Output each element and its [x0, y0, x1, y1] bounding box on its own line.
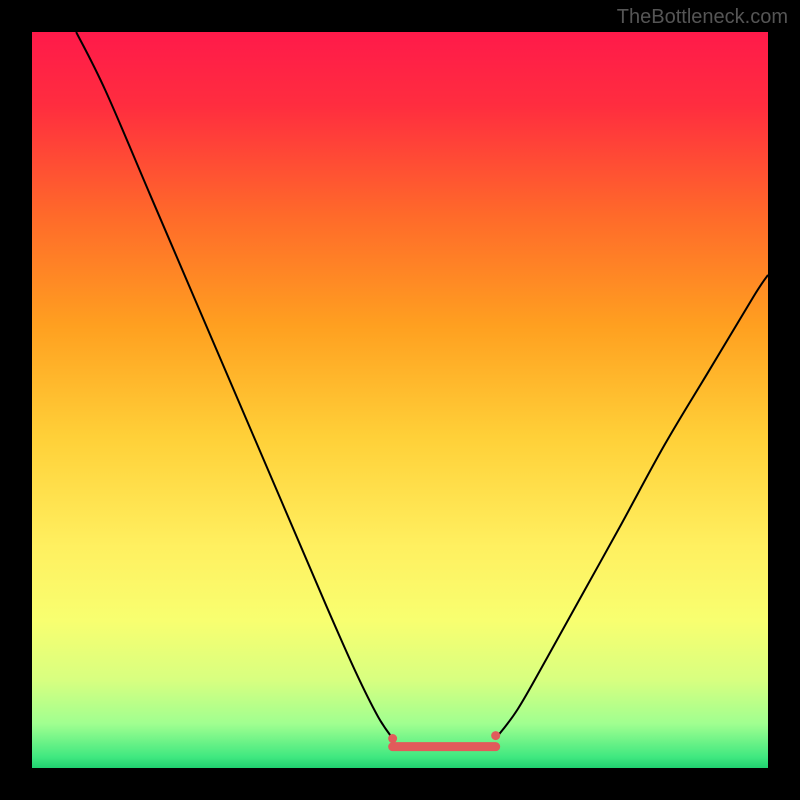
chart-svg: [32, 32, 768, 768]
gradient-background: [32, 32, 768, 768]
watermark-text: TheBottleneck.com: [617, 6, 788, 29]
bottleneck-chart: [32, 32, 768, 768]
